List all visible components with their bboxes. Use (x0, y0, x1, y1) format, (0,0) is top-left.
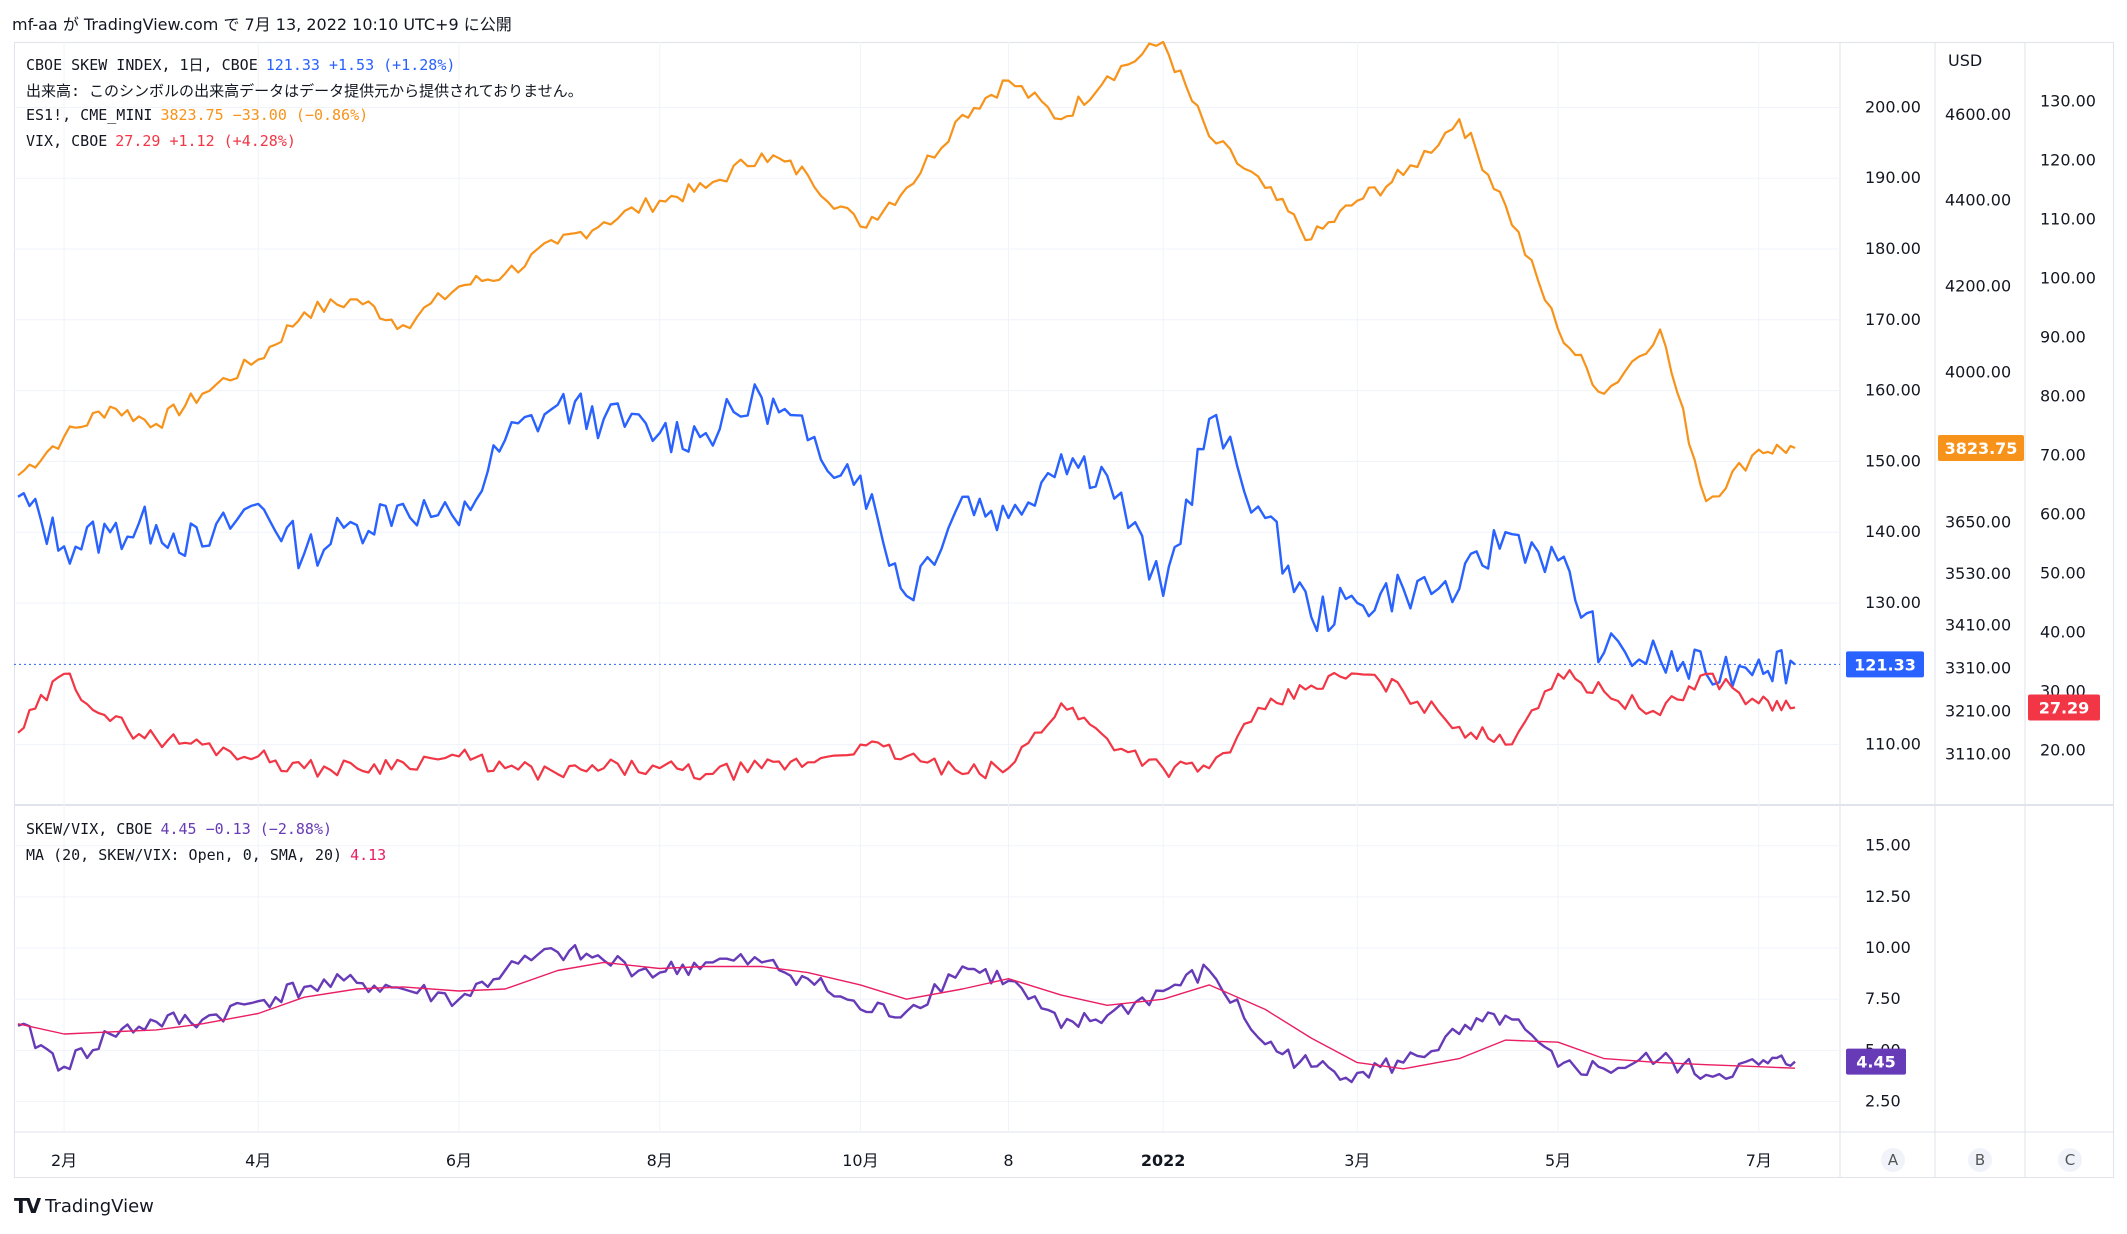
axis-c-tick: 70.00 (2040, 446, 2086, 465)
legend-skew-name: CBOE SKEW INDEX, 1日, CBOE (26, 56, 258, 74)
legend-ratio-name: SKEW/VIX, CBOE (26, 820, 153, 838)
svg-text:27.29: 27.29 (2039, 698, 2090, 717)
axis-c-tick: 40.00 (2040, 623, 2086, 642)
lower-axis-tick: 10.00 (1865, 938, 1911, 957)
pane-button-label: C (2065, 1151, 2075, 1169)
axis-c-tick: 120.00 (2040, 151, 2096, 170)
publish-header: mf-aa が TradingView.com で 7月 13, 2022 10… (12, 15, 512, 34)
axis-b-tick: 4400.00 (1945, 191, 2011, 210)
vix-last-tag: 27.29 (2028, 694, 2100, 721)
x-axis-tick: 7月 (1746, 1151, 1772, 1170)
axis-a-tick: 130.00 (1865, 593, 1921, 612)
legend-vix-name: VIX, CBOE (26, 132, 108, 150)
axis-b-tick: 3650.00 (1945, 513, 2011, 532)
pane-button-label: A (1888, 1151, 1899, 1169)
axis-b-tick: 4600.00 (1945, 105, 2011, 124)
axis-b-tick: 4000.00 (1945, 362, 2011, 381)
tradingview-logo-icon: TV (14, 1194, 41, 1218)
legend-ratio[interactable]: SKEW/VIX, CBOE 4.45 −0.13 (−2.88%) (26, 820, 332, 838)
axis-c-tick: 90.00 (2040, 328, 2086, 347)
legend-volume-name: 出来高: このシンボルの出来高データはデータ提供元から提供されておりません。 (26, 82, 583, 100)
axis-c-tick: 50.00 (2040, 564, 2086, 583)
axis-b-tick: 3210.00 (1945, 701, 2011, 720)
series-es-line (17, 40, 1796, 503)
series-skew-line (17, 383, 1796, 688)
lower-axis-tick: 12.50 (1865, 887, 1911, 906)
x-axis-tick: 3月 (1344, 1151, 1370, 1170)
x-axis-tick: 4月 (245, 1151, 271, 1170)
x-axis-tick: 5月 (1545, 1151, 1571, 1170)
pane-button-label: B (1975, 1151, 1985, 1169)
axis-c-tick: 100.00 (2040, 269, 2096, 288)
axis-c-tick: 80.00 (2040, 387, 2086, 406)
x-axis-tick: 2022 (1141, 1151, 1186, 1170)
x-axis-tick: 10月 (842, 1151, 878, 1170)
pane-button-a (1881, 1148, 1905, 1172)
axis-b-tick: 4200.00 (1945, 277, 2011, 296)
legend-ma[interactable]: MA (20, SKEW/VIX: Open, 0, SMA, 20) 4.13 (26, 846, 386, 864)
legend-ma-values: 4.13 (350, 846, 387, 864)
legend-ratio-values: 4.45 −0.13 (−2.88%) (160, 820, 333, 838)
legend-volume: 出来高: このシンボルの出来高データはデータ提供元から提供されておりません。 (26, 80, 583, 101)
tradingview-footer[interactable]: TV TradingView (14, 1194, 154, 1218)
svg-text:121.33: 121.33 (1854, 655, 1916, 674)
axis-c-tick: 130.00 (2040, 92, 2096, 111)
skew-last-tag: 121.33 (1846, 651, 1924, 678)
legend-es-values: 3823.75 −33.00 (−0.86%) (160, 106, 369, 124)
axis-a-tick: 150.00 (1865, 451, 1921, 470)
legend-es-name: ES1!, CME_MINI (26, 106, 153, 124)
x-axis-tick: 6月 (446, 1151, 472, 1170)
lower-axis-tick: 7.50 (1865, 989, 1901, 1008)
axis-c-tick: 110.00 (2040, 210, 2096, 229)
axis-b-tick: 3310.00 (1945, 658, 2011, 677)
pane-button-c (2058, 1148, 2082, 1172)
ratio-last-tag: 4.45 (1846, 1048, 1906, 1075)
series-vix-line (17, 669, 1796, 781)
lower-axis-tick: 15.00 (1865, 836, 1911, 855)
axis-c-tick: 60.00 (2040, 505, 2086, 524)
axis-a-tick: 160.00 (1865, 381, 1921, 400)
legend-vix[interactable]: VIX, CBOE 27.29 +1.12 (+4.28%) (26, 132, 296, 150)
axis-a-tick: 140.00 (1865, 522, 1921, 541)
legend-vix-values: 27.29 +1.12 (+4.28%) (115, 132, 296, 150)
axis-a-tick: 110.00 (1865, 735, 1921, 754)
pane-button-b (1968, 1148, 1992, 1172)
x-axis-tick: 2月 (51, 1151, 77, 1170)
axis-a-tick: 180.00 (1865, 239, 1921, 258)
lower-axis-tick: 2.50 (1865, 1092, 1901, 1111)
series-ma-line (17, 961, 1796, 1070)
axis-b-tick: 3530.00 (1945, 564, 2011, 583)
es-last-tag: 3823.75 (1938, 434, 2024, 461)
x-axis-tick: 8 (1003, 1151, 1013, 1170)
series-ratio-line (17, 944, 1796, 1084)
x-axis-tick: 8月 (647, 1151, 673, 1170)
axis-a-tick: 170.00 (1865, 310, 1921, 329)
tradingview-brand: TradingView (45, 1195, 154, 1217)
axis-a-tick: 190.00 (1865, 168, 1921, 187)
axis-b-currency: USD (1948, 51, 1982, 70)
axis-b-tick: 3110.00 (1945, 744, 2011, 763)
legend-es[interactable]: ES1!, CME_MINI 3823.75 −33.00 (−0.86%) (26, 106, 368, 124)
svg-text:3823.75: 3823.75 (1945, 439, 2018, 458)
legend-skew-values: 121.33 +1.53 (+1.28%) (265, 56, 456, 74)
svg-text:4.45: 4.45 (1856, 1053, 1895, 1072)
chart-frame (14, 42, 2114, 1178)
axis-c-tick: 20.00 (2040, 741, 2086, 760)
axis-b-tick: 3410.00 (1945, 616, 2011, 635)
legend-skew[interactable]: CBOE SKEW INDEX, 1日, CBOE 121.33 +1.53 (+… (26, 54, 455, 75)
axis-a-tick: 200.00 (1865, 97, 1921, 116)
legend-ma-name: MA (20, SKEW/VIX: Open, 0, SMA, 20) (26, 846, 343, 864)
